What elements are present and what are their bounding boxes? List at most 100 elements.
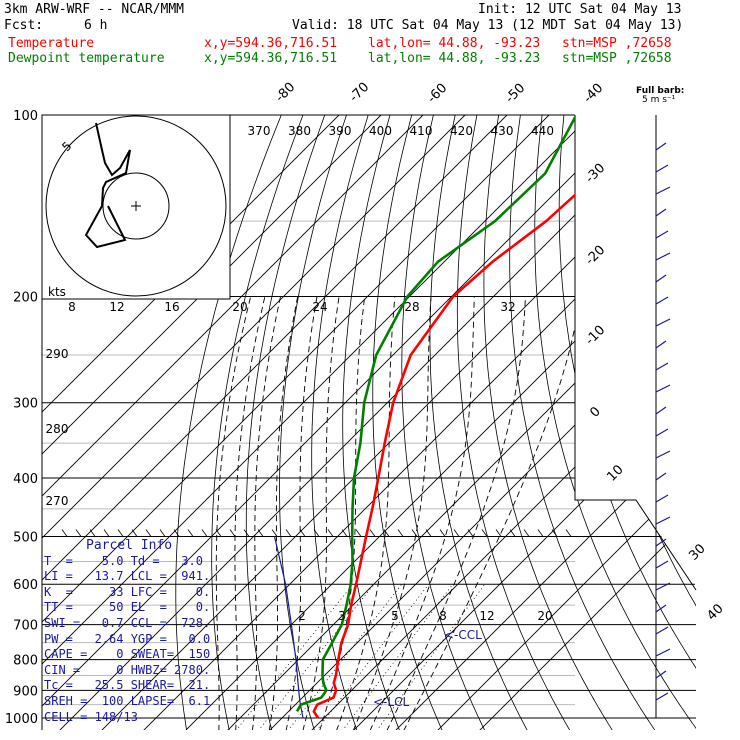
dry-adiabat-line	[693, 115, 696, 730]
isotherm-line	[42, 115, 508, 730]
isotherm-line	[42, 115, 340, 730]
stability-hatch-mark	[551, 529, 558, 537]
dry-adiabat-line	[175, 115, 282, 730]
pressure-tick-label: 300	[13, 397, 38, 412]
parcel-info-row: SWI = 0.7 CCL = 728.	[44, 615, 211, 630]
wind-barb	[655, 384, 671, 393]
stability-hatch-mark	[187, 529, 194, 537]
parcel-info-row: CIN = 0 HWBZ= 2780.	[44, 662, 211, 677]
moist-adiabat-line	[215, 296, 252, 730]
theta-label: 440	[531, 124, 554, 138]
wind-barb	[655, 428, 669, 437]
stability-hatch-mark	[467, 529, 474, 537]
isotherm-label: 40	[704, 601, 726, 623]
mixing-ratio-label: 12	[479, 609, 494, 623]
wind-barb	[655, 472, 667, 481]
hodograph-speed-label: 20	[232, 300, 247, 314]
isotherm-label: -40	[581, 81, 607, 107]
temperature-station: stn=MSP ,72658	[562, 36, 672, 51]
dry-adiabat-line	[582, 115, 696, 730]
wind-barb	[655, 648, 671, 657]
hodograph-trace	[84, 122, 131, 249]
series-line-dewpoint-temperature	[295, 115, 578, 713]
dewpoint-latlon: lat,lon= 44.88, -93.23	[368, 51, 541, 66]
pressure-tick-label: 900	[13, 684, 38, 699]
dewpoint-station: stn=MSP ,72658	[562, 51, 672, 66]
temperature-xy: x,y=594.36,716.51	[204, 36, 338, 51]
theta-label: 370	[248, 124, 271, 138]
pressure-tick-label: 800	[13, 654, 38, 669]
isotherm-label: -50	[503, 81, 529, 107]
stability-hatch-mark	[439, 529, 446, 537]
wind-barb	[655, 604, 667, 613]
isotherm-line	[478, 115, 696, 730]
isotherm-label: 30	[686, 541, 708, 563]
parcel-info-row: SREH = 100 LAPSE= 6.1	[44, 693, 211, 708]
ccl-label: <-CCL	[444, 628, 482, 642]
wind-barb	[655, 582, 671, 591]
moist-adiabat-line	[285, 296, 318, 730]
init-time: Init: 12 UTC Sat 04 May 13	[478, 2, 682, 17]
wind-barb	[655, 274, 667, 283]
stability-hatch-mark	[229, 529, 236, 537]
stability-hatch-mark	[103, 529, 110, 537]
moist-adiabat-line	[268, 296, 299, 730]
moist-adiabat-line	[352, 296, 432, 730]
hodograph-speed-label: 16	[164, 300, 179, 314]
parcel-info-row: K = 33 LFC = 0.	[44, 584, 211, 599]
parcel-info-title: Parcel Info	[86, 538, 173, 553]
moist-adiabat-line	[386, 296, 526, 730]
parcel-info-row: Tc = 25.5 SHEAR= 21.	[44, 678, 211, 693]
isotherm-label: -20	[583, 243, 609, 269]
moist-adiabat-line	[403, 296, 582, 730]
wind-barb	[655, 340, 667, 349]
dry-adiabat-line	[279, 115, 347, 730]
stability-hatch-mark	[313, 529, 320, 537]
parcel-info-row: LI = 13.7 LCL = 941.	[44, 569, 211, 584]
barb-legend-unit: 5 m s⁻¹	[642, 95, 676, 105]
isotherm-label: -30	[583, 161, 609, 187]
theta-label: 270	[46, 494, 69, 508]
stability-hatch-mark	[565, 529, 572, 537]
theta-label: 420	[450, 124, 473, 138]
isotherm-label: -10	[583, 323, 609, 349]
isotherm-line	[268, 115, 696, 730]
dry-adiabat-line	[456, 115, 571, 730]
isotherm-line	[42, 115, 382, 730]
isotherm-line	[226, 115, 696, 730]
valid-time: Valid: 18 UTC Sat 04 May 13 (12 MDT Sat …	[292, 18, 684, 33]
pressure-tick-label: 700	[13, 619, 38, 634]
hodograph-ring	[45, 115, 227, 297]
plot-right-border	[574, 115, 697, 591]
dry-adiabat-line	[509, 115, 656, 730]
temperature-latlon: lat,lon= 44.88, -93.23	[368, 36, 541, 51]
theta-label: 430	[491, 124, 514, 138]
dry-adiabat-line	[342, 115, 401, 730]
stability-hatch-mark	[89, 529, 96, 537]
isotherm-line	[58, 115, 676, 730]
isotherm-line	[42, 115, 550, 730]
moist-adiabat-line	[319, 296, 366, 730]
hodograph-speed-label: 12	[109, 300, 124, 314]
isotherm-line	[42, 115, 424, 730]
isotherm-line	[184, 115, 696, 730]
parcel-info-row: TT = 50 EL = 0.	[44, 600, 211, 615]
wind-barb	[655, 208, 667, 217]
dry-adiabat-line	[558, 115, 696, 730]
dry-adiabat-line	[429, 115, 528, 730]
hodograph-speed-label: 32	[500, 300, 515, 314]
dry-adiabat-line	[311, 115, 369, 730]
wind-barb	[655, 626, 669, 635]
stability-hatch-mark	[481, 529, 488, 537]
stability-hatch-mark	[285, 529, 292, 537]
theta-label: 400	[369, 124, 392, 138]
dry-adiabat-line	[401, 115, 486, 730]
pressure-tick-label: 1000	[5, 712, 38, 727]
stability-hatch-mark	[131, 529, 138, 537]
parcel-info-row: CAPE = 0 SWEAT= 150	[44, 647, 211, 662]
isotherm-label: -60	[425, 81, 451, 107]
stability-hatch-mark	[327, 529, 334, 537]
parcel-info-row: T = 5.0 Td = 3.0	[44, 553, 203, 568]
isotherm-label: 10	[604, 462, 626, 484]
wind-barb	[655, 538, 667, 547]
